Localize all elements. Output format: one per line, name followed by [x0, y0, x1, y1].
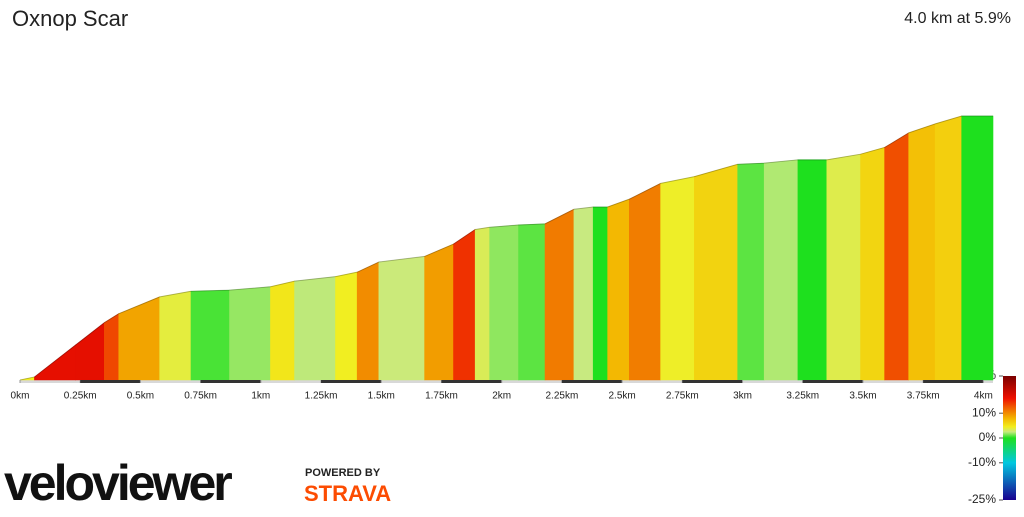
colorbar-label: 10%	[972, 405, 996, 419]
powered-by: POWERED BY	[305, 467, 381, 479]
x-axis-band	[923, 380, 984, 383]
x-tick-label: 2.75km	[666, 391, 699, 402]
gradient-segment	[737, 162, 765, 381]
gradient-segment	[190, 289, 230, 381]
x-axis-band	[80, 380, 141, 383]
gradient-segment	[860, 147, 885, 381]
gradient-segment	[763, 159, 799, 381]
x-tick-label: 2.5km	[608, 391, 635, 402]
x-tick-label: 3.25km	[786, 391, 819, 402]
gradient-segment	[797, 159, 828, 381]
x-tick-label: 0.25km	[64, 391, 97, 402]
gradient-segment	[118, 296, 160, 381]
gradient-segment	[592, 206, 608, 381]
strava: STRAVA	[304, 481, 391, 506]
x-axis-band	[441, 380, 502, 383]
gradient-segment	[474, 226, 490, 381]
gradient-segment	[518, 223, 546, 381]
x-tick-label: 4km	[974, 391, 993, 402]
gradient-segment	[489, 224, 519, 381]
colorbar-label: -10%	[968, 455, 996, 469]
gradient-segment	[159, 290, 192, 381]
x-axis-band	[200, 380, 261, 383]
gradient-segment	[934, 115, 962, 381]
gradient-segment	[573, 206, 594, 381]
x-tick-label: 3.75km	[907, 391, 940, 402]
gradient-segment	[694, 163, 739, 381]
x-axis-base	[20, 380, 993, 383]
gradient-segment	[607, 198, 630, 381]
x-tick-label: 0km	[11, 391, 30, 402]
gradient-segment	[453, 228, 476, 381]
x-tick-label: 0.75km	[184, 391, 217, 402]
x-tick-label: 2km	[492, 391, 511, 402]
x-axis-band	[321, 380, 382, 383]
x-tick-label: 1km	[251, 391, 270, 402]
gradient-segment	[270, 280, 295, 381]
profile-line	[19, 115, 993, 381]
x-tick-label: 1.25km	[305, 391, 338, 402]
gradient-segment	[908, 123, 936, 381]
x-tick-label: 1.5km	[368, 391, 395, 402]
colorbar	[1003, 376, 1016, 500]
gradient-segment	[356, 261, 380, 381]
colorbar-label: 0%	[979, 430, 997, 444]
chart-title: Oxnop Scar	[12, 6, 128, 31]
gradient-segment	[884, 132, 910, 381]
gradient-segment	[544, 208, 575, 381]
x-tick-label: 1.75km	[425, 391, 458, 402]
x-axis-band	[561, 380, 623, 383]
gradient-segment	[424, 243, 454, 381]
x-tick-label: 3km	[733, 391, 752, 402]
gradient-segment	[660, 176, 695, 381]
gradient-segment	[103, 313, 120, 381]
colorbar-label: -25%	[968, 492, 996, 506]
x-axis-band	[682, 380, 743, 383]
gradient-segment	[378, 256, 425, 381]
gradient-segment	[229, 286, 271, 381]
logo: veloviewer	[4, 455, 232, 511]
gradient-segment	[294, 276, 336, 381]
gradient-segment	[826, 153, 861, 381]
x-axis-band	[802, 380, 863, 383]
gradient-segment	[629, 182, 661, 381]
gradient-segment	[335, 271, 358, 381]
x-tick-label: 0.5km	[127, 391, 154, 402]
x-tick-label: 3.5km	[849, 391, 876, 402]
chart-subtitle: 4.0 km at 5.9%	[904, 10, 1011, 27]
gradient-segment	[961, 115, 994, 381]
x-tick-label: 2.25km	[545, 391, 578, 402]
gradient-segment	[75, 322, 105, 381]
